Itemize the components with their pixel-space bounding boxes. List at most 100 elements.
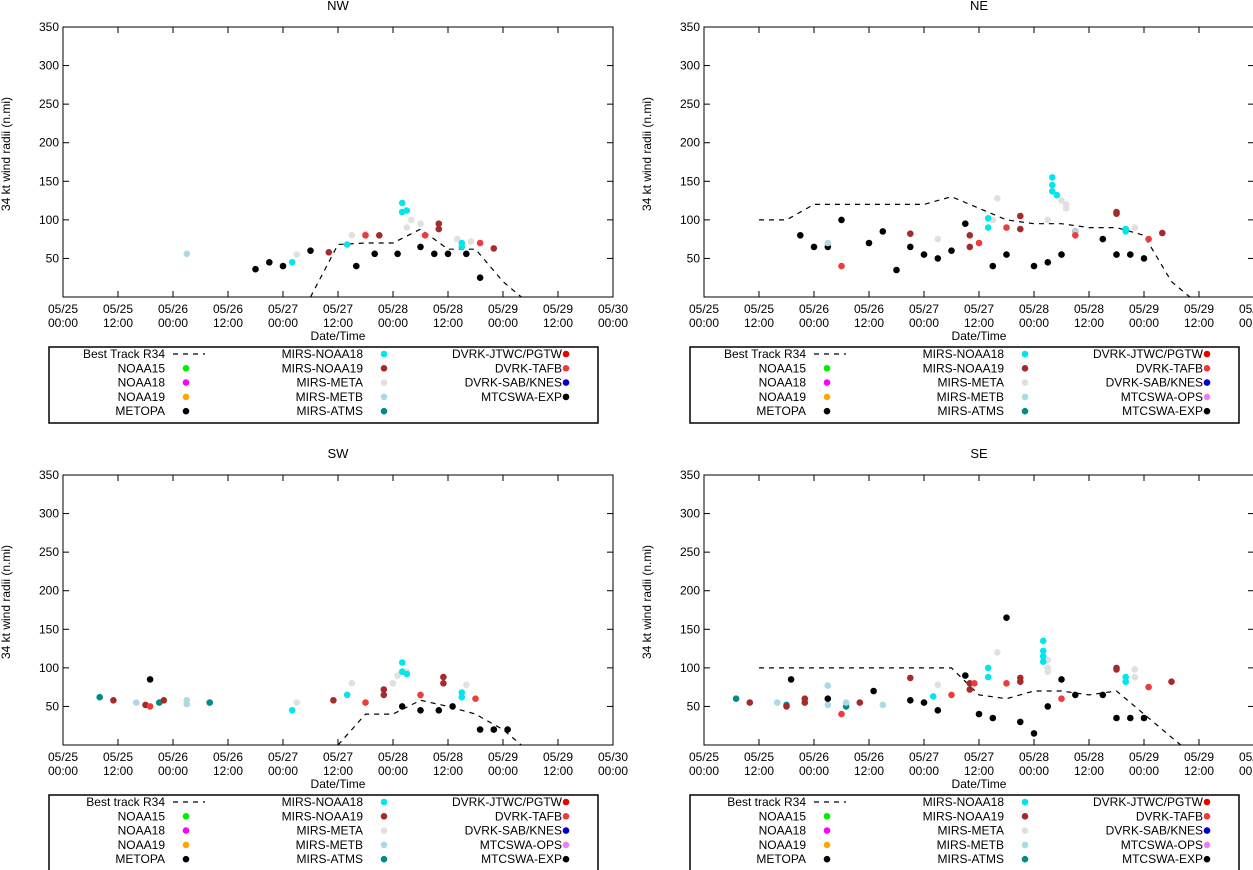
legend-label: MTCSWA-EXP: [481, 852, 562, 866]
legend-dot-marker: [380, 379, 388, 386]
legend-dot-marker: [1203, 841, 1211, 849]
point-mirs-atms: [732, 695, 740, 702]
point-mirs-noaa18: [458, 689, 466, 696]
legend-dot-marker: [1203, 379, 1211, 386]
y-axis-label: 34 kt wind radii (n.mi): [0, 545, 13, 659]
point-dvrk-tafb: [417, 691, 424, 699]
x-tick-label-time: 00:00: [1019, 764, 1049, 778]
y-tick-label: 200: [680, 584, 700, 598]
x-tick-label-time: 00:00: [268, 316, 298, 330]
point-metopa: [879, 228, 887, 235]
point-mirs-metb: [824, 239, 832, 247]
point-mirs-noaa18: [288, 259, 296, 266]
point-metopa: [476, 274, 484, 282]
point-mirs-meta: [1062, 205, 1070, 212]
legend-label: MTCSWA-EXP: [1122, 852, 1203, 866]
y-tick-label: 250: [39, 97, 59, 111]
y-tick-label: 100: [680, 661, 700, 675]
y-tick-label: 350: [39, 20, 59, 34]
legend-label: MIRS-METB: [296, 390, 363, 404]
point-mirs-noaa19: [907, 674, 914, 682]
point-mirs-meta: [463, 681, 470, 689]
point-metopa: [444, 250, 452, 258]
x-tick-label-date: 05/25: [689, 302, 719, 316]
legend-frame: [689, 346, 1240, 424]
point-metopa: [476, 726, 484, 733]
point-mirs-meta: [1131, 666, 1139, 673]
legend-dot-marker: [380, 813, 388, 820]
legend-frame: [48, 346, 599, 424]
y-tick-label: 300: [39, 507, 59, 521]
legend-label: MIRS-META: [297, 376, 363, 390]
point-dvrk-tafb: [362, 699, 369, 706]
y-tick-label: 250: [680, 97, 700, 111]
legend-dot-marker: [562, 813, 570, 820]
x-tick-label-time: 12:00: [323, 316, 353, 330]
y-tick-label: 50: [687, 251, 701, 265]
legend-dot-marker: [182, 407, 190, 415]
point-metopa: [989, 714, 997, 722]
y-tick-label: 250: [680, 545, 700, 559]
plot-area: [96, 659, 522, 745]
x-tick-label-date: 05/28: [378, 750, 408, 764]
best-track-line: [759, 196, 1191, 297]
legend-label: MIRS-ATMS: [297, 404, 363, 418]
point-mirs-meta: [293, 699, 301, 706]
legend-label: MIRS-ATMS: [938, 852, 1004, 866]
legend-dot-marker: [1021, 379, 1029, 386]
point-mirs-noaa18: [1039, 637, 1047, 645]
best-track-line: [337, 699, 522, 745]
point-mirs-meta: [394, 672, 401, 679]
x-tick-label-time: 00:00: [909, 316, 939, 330]
legend-label: NOAA15: [759, 361, 807, 375]
legend-label: Best Track R34: [83, 347, 165, 361]
panel-ne: NE3503002502001501005005/2500:0005/2512:…: [640, 0, 1253, 424]
legend-dot-marker: [1203, 393, 1211, 401]
point-mirs-noaa19: [435, 225, 443, 233]
legend-label: NOAA19: [759, 838, 807, 852]
x-tick-label-time: 00:00: [48, 316, 78, 330]
point-dvrk-tafb: [1145, 235, 1152, 243]
point-mirs-metb: [879, 701, 887, 709]
point-mirs-noaa19: [110, 697, 117, 704]
point-dvrk-tafb: [1145, 683, 1152, 691]
x-tick-label-time: 12:00: [433, 316, 463, 330]
point-mirs-noaa19: [325, 249, 333, 256]
plot-area: [759, 174, 1191, 297]
point-mirs-noaa18: [343, 691, 351, 699]
point-metopa: [893, 266, 900, 274]
x-tick-label-date: 05/26: [854, 750, 884, 764]
x-tick-label-time: 00:00: [1239, 764, 1253, 778]
legend-dot-marker: [380, 855, 388, 863]
x-tick-label-date: 05/30: [598, 750, 628, 764]
point-mirs-noaa19: [440, 673, 447, 681]
legend-label: MTCSWA-EXP: [481, 390, 562, 404]
legend-dot-marker: [1203, 855, 1211, 863]
best-track-line: [309, 228, 522, 297]
legend-label: MIRS-NOAA19: [282, 361, 364, 375]
point-mirs-noaa19: [160, 697, 168, 704]
x-tick-label-time: 12:00: [1184, 764, 1214, 778]
y-tick-label: 50: [46, 251, 60, 265]
point-metopa: [1044, 703, 1052, 710]
legend-dot-marker: [1021, 393, 1029, 401]
point-dvrk-tafb: [838, 262, 845, 270]
point-dvrk-tafb: [472, 695, 479, 702]
x-tick-label-time: 12:00: [103, 316, 133, 330]
x-tick-label-time: 12:00: [1074, 316, 1104, 330]
legend-dot-marker: [1021, 798, 1029, 806]
point-mirs-noaa18: [984, 224, 992, 231]
point-metopa: [371, 250, 379, 258]
legend-label: Best track R34: [86, 795, 165, 809]
point-metopa: [1113, 251, 1120, 258]
x-tick-label-time: 00:00: [1129, 316, 1159, 330]
legend-label: NOAA19: [118, 838, 166, 852]
point-mirs-noaa19: [435, 220, 443, 227]
x-tick-label-date: 05/29: [488, 302, 518, 316]
point-metopa: [1030, 262, 1038, 270]
plot-frame: [703, 26, 1253, 298]
point-metopa: [1003, 251, 1010, 258]
legend-label: NOAA18: [759, 824, 807, 838]
x-axis-label: Date/Time: [311, 777, 366, 791]
